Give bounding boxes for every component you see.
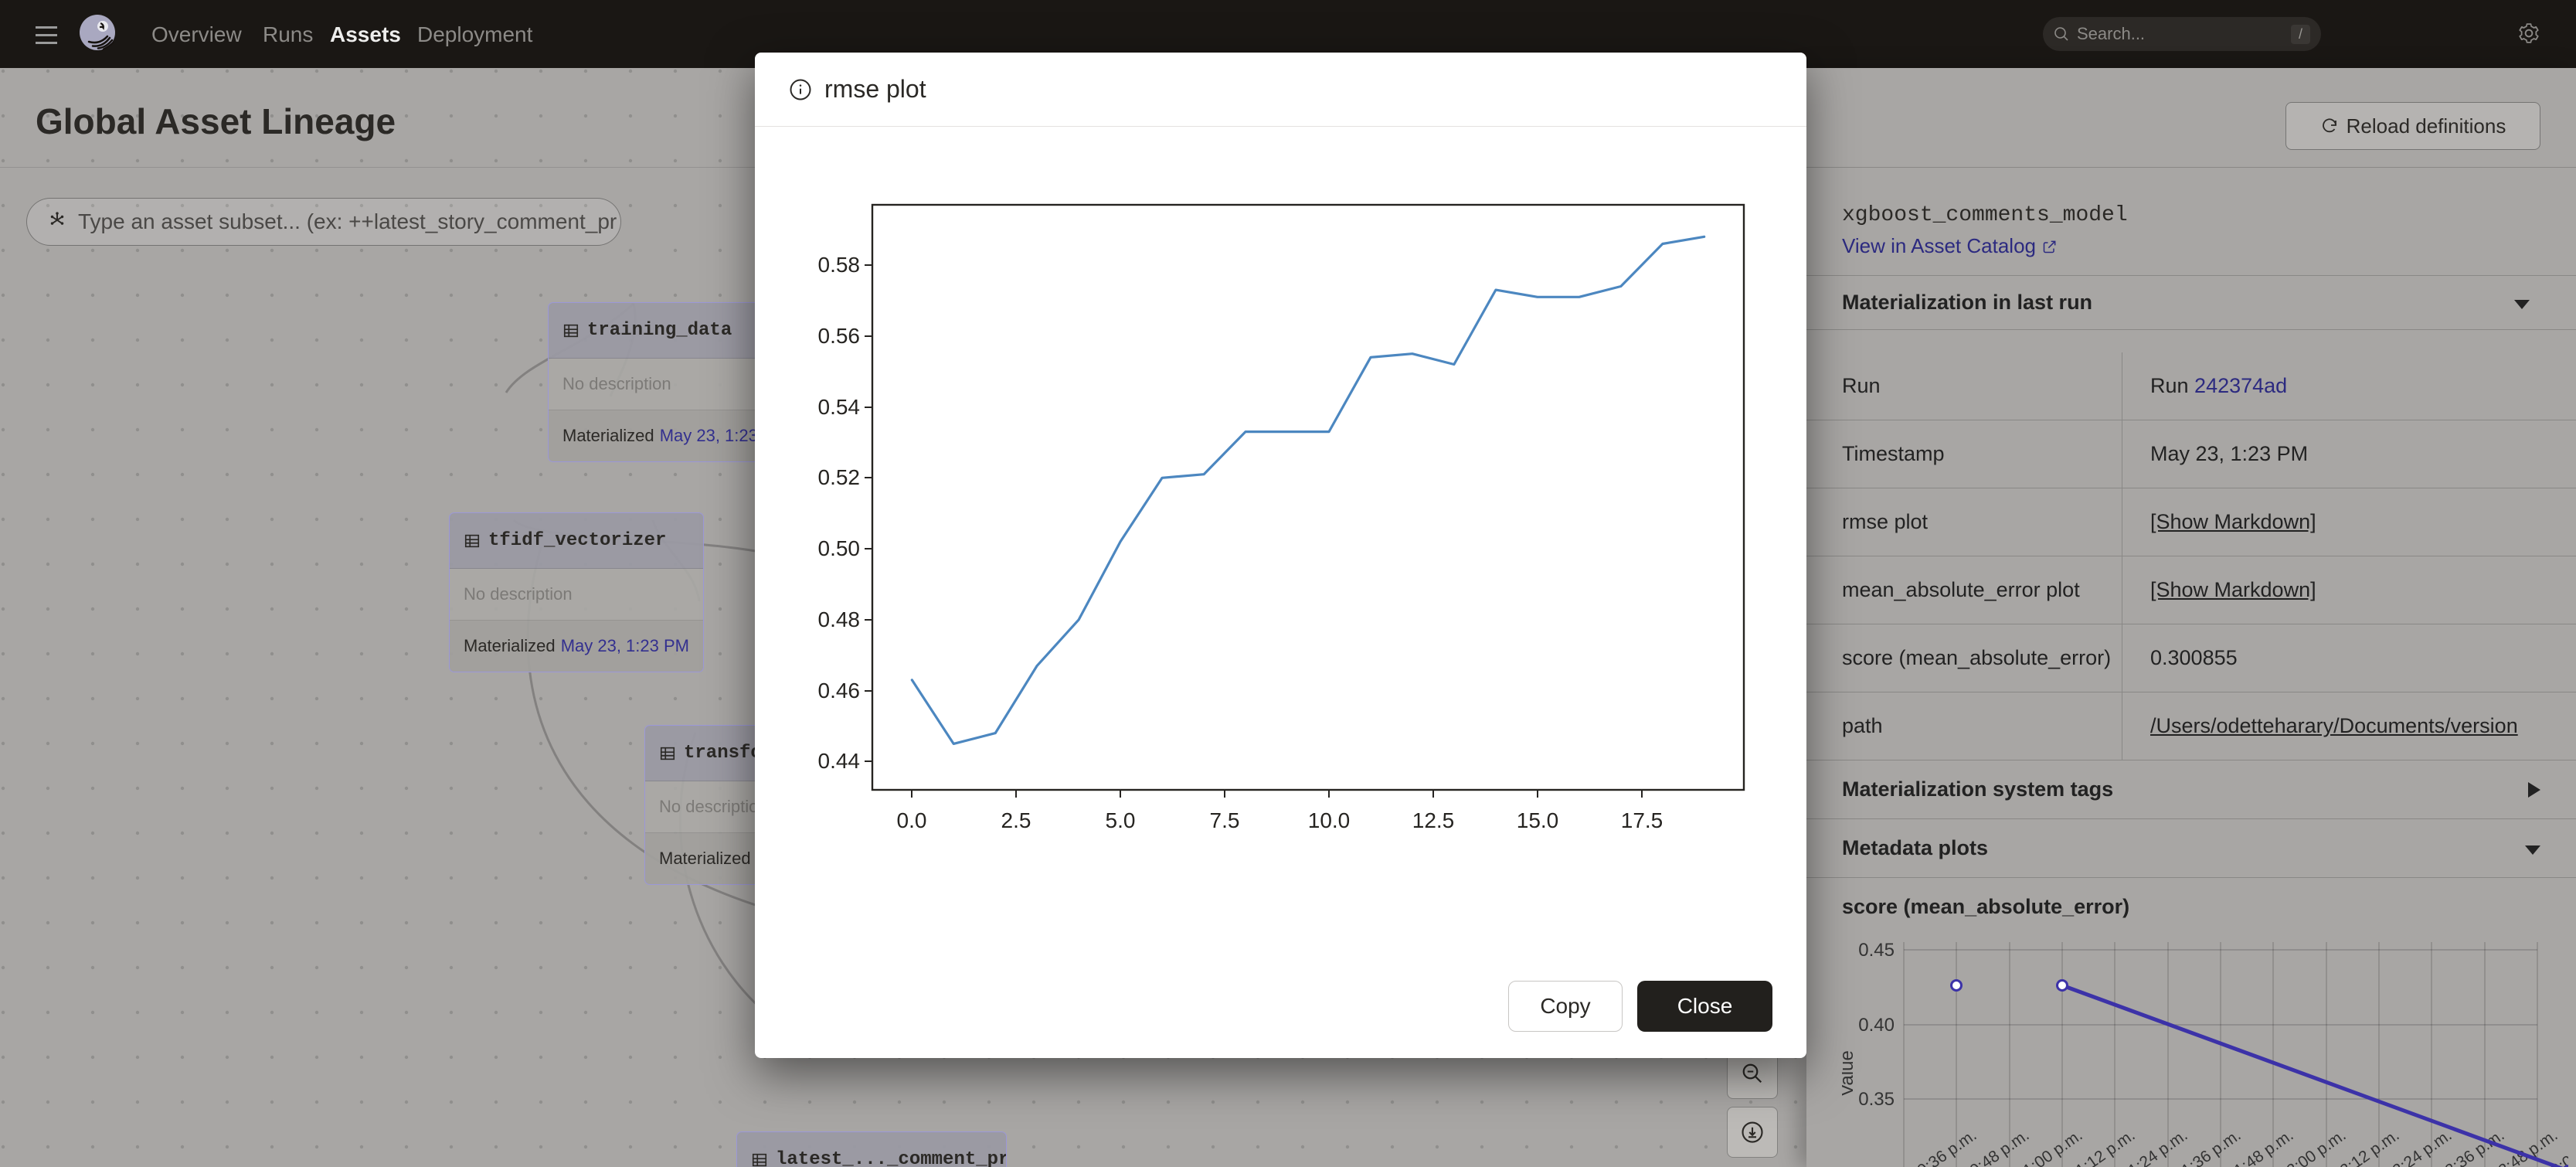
svg-text:5.0: 5.0: [1106, 808, 1136, 832]
svg-text:0.48: 0.48: [818, 607, 861, 631]
svg-text:0.58: 0.58: [818, 253, 861, 277]
svg-text:0.52: 0.52: [818, 465, 861, 489]
svg-text:0.44: 0.44: [818, 749, 861, 773]
svg-text:2.5: 2.5: [1001, 808, 1031, 832]
svg-text:0.50: 0.50: [818, 536, 861, 560]
svg-text:0.35: 0.35: [1858, 1089, 1895, 1110]
svg-text:0.54: 0.54: [818, 395, 861, 419]
svg-text:17.5: 17.5: [1621, 808, 1664, 832]
svg-text:0.30: 0.30: [1858, 1164, 1895, 1167]
svg-text:0.0: 0.0: [897, 808, 927, 832]
svg-text:7.5: 7.5: [1210, 808, 1240, 832]
svg-text:Value: Value: [1842, 1050, 1857, 1097]
svg-text:1:20:36 p.m.: 1:20:36 p.m.: [1896, 1126, 1980, 1167]
svg-text:0.46: 0.46: [818, 679, 861, 703]
svg-text:0.45: 0.45: [1858, 940, 1895, 961]
svg-text:0.40: 0.40: [1858, 1015, 1895, 1036]
svg-text:12.5: 12.5: [1412, 808, 1455, 832]
svg-text:15.0: 15.0: [1517, 808, 1559, 832]
svg-text:0.56: 0.56: [818, 324, 861, 348]
svg-text:10.0: 10.0: [1308, 808, 1351, 832]
